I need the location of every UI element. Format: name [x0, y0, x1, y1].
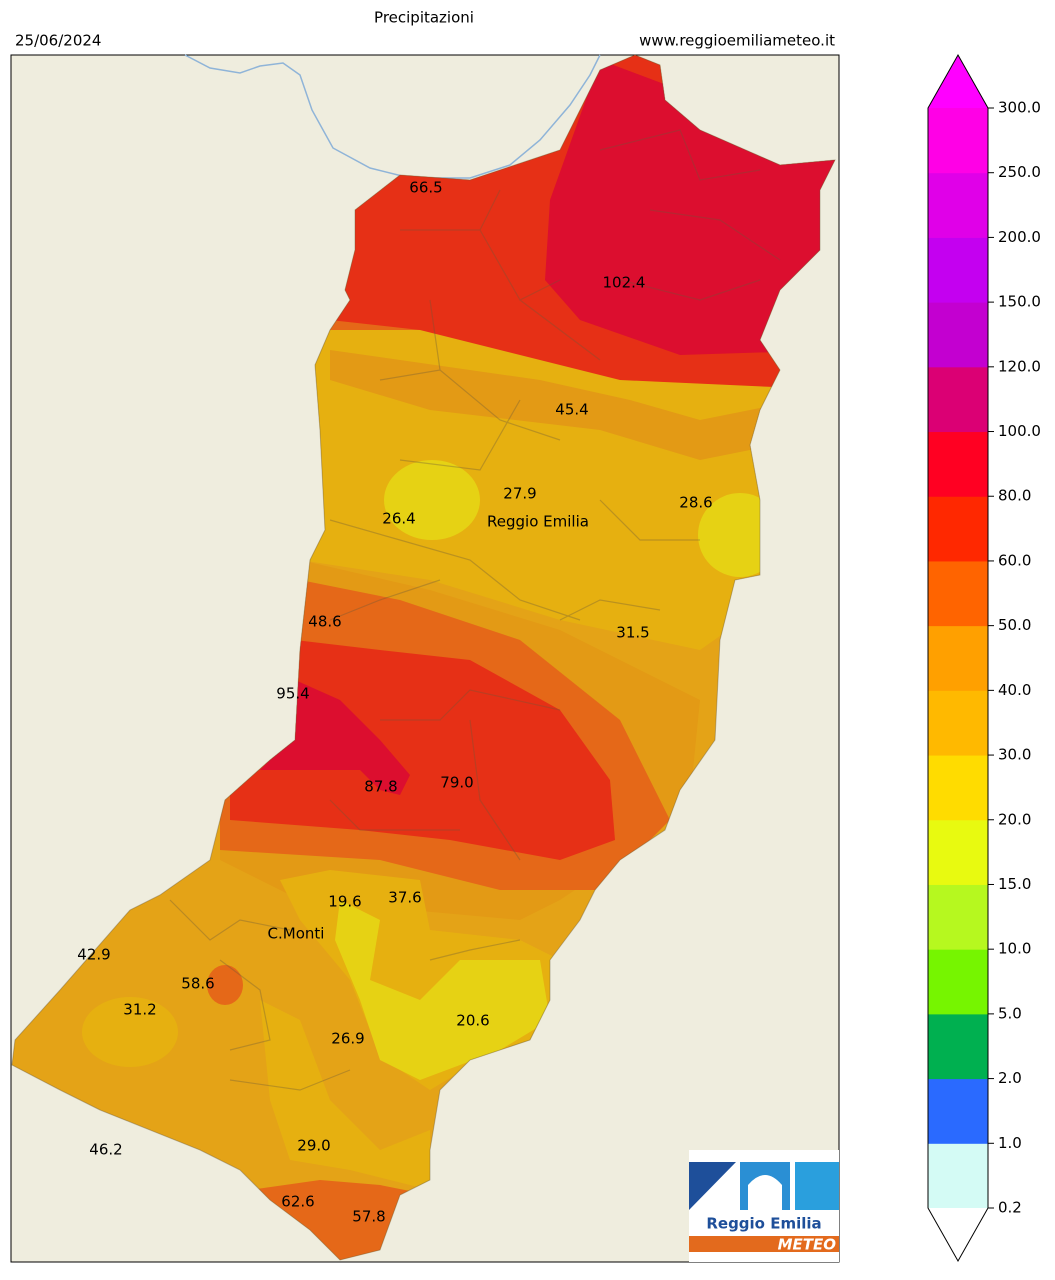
river: [184, 54, 601, 179]
colorbar-segment: [928, 560, 988, 627]
logo: Reggio Emilia METEO: [689, 1150, 839, 1262]
station-value: 27.9: [503, 485, 536, 503]
colorbar-tick-label: 1.0: [998, 1134, 1022, 1152]
station-value: 58.6: [181, 975, 214, 993]
station-value: 57.8: [352, 1208, 385, 1226]
colorbar-segment: [928, 625, 988, 691]
station-value: 62.6: [281, 1193, 314, 1211]
title: Precipitazioni: [374, 9, 474, 27]
colorbar-segment: [928, 366, 988, 433]
colorbar-tick-label: 300.0: [998, 99, 1041, 117]
colorbar-segment: [928, 884, 988, 950]
station-value: 29.0: [297, 1137, 330, 1155]
colorbar-tick-label: 20.0: [998, 810, 1031, 828]
colorbar-tick-label: 80.0: [998, 487, 1031, 505]
colorbar-segment: [928, 1013, 988, 1080]
colorbar-tick-label: 2.0: [998, 1069, 1022, 1087]
colorbar-segment: [928, 172, 988, 238]
station-value: 95.4: [276, 685, 309, 703]
colorbar-segment: [928, 302, 988, 368]
website: www.reggioemiliameteo.it: [639, 32, 835, 50]
station-value: 45.4: [555, 401, 588, 419]
station-value: 79.0: [440, 774, 473, 792]
date: 25/06/2024: [15, 32, 101, 50]
colorbar-segment: [928, 819, 988, 885]
station-value: 66.5: [409, 179, 442, 197]
colorbar-under: [928, 1208, 988, 1261]
colorbar-segment: [928, 690, 988, 756]
colorbar-tick-label: 0.2: [998, 1199, 1022, 1217]
station-value: 31.5: [616, 624, 649, 642]
colorbar-tick-label: 40.0: [998, 681, 1031, 699]
station-value: 37.6: [388, 889, 421, 907]
colorbar-segment: [928, 949, 988, 1015]
station-value: 87.8: [364, 778, 397, 796]
station-value: 48.6: [308, 613, 341, 631]
logo-sub: METEO: [778, 1236, 837, 1254]
station-value: 20.6: [456, 1012, 489, 1030]
colorbar-tick-label: 5.0: [998, 1004, 1022, 1022]
colorbar-segment: [928, 755, 988, 821]
station-value: 42.9: [77, 946, 110, 964]
station-value: 46.2: [89, 1141, 122, 1159]
colorbar-tick-label: 10.0: [998, 940, 1031, 958]
colorbar-tick-label: 50.0: [998, 616, 1031, 634]
colorbar-tick-label: 250.0: [998, 163, 1041, 181]
logo-name: Reggio Emilia: [706, 1215, 821, 1233]
colorbar-tick-label: 120.0: [998, 357, 1041, 375]
station-value: 31.2: [123, 1001, 156, 1019]
place-name: C.Monti: [268, 925, 325, 943]
colorbar-segment: [928, 431, 988, 497]
colorbar-over: [928, 55, 988, 108]
colorbar-tick-label: 60.0: [998, 551, 1031, 569]
colorbar-segment: [928, 108, 988, 174]
colorbar-segment: [928, 496, 988, 562]
colorbar-tick-label: 30.0: [998, 746, 1031, 764]
station-value: 26.4: [382, 510, 415, 528]
colorbar-tick-label: 200.0: [998, 228, 1041, 246]
colorbar-segment: [928, 1143, 988, 1209]
colorbar-segment: [928, 1078, 988, 1144]
station-value: 26.9: [331, 1030, 364, 1048]
colorbar-tick-label: 15.0: [998, 875, 1031, 893]
place-name: Reggio Emilia: [487, 513, 589, 531]
station-value: 102.4: [603, 274, 646, 292]
station-value: 28.6: [679, 494, 712, 512]
colorbar-tick-label: 150.0: [998, 293, 1041, 311]
colorbar-tick-label: 100.0: [998, 422, 1041, 440]
station-value: 19.6: [328, 893, 361, 911]
colorbar-segment: [928, 237, 988, 303]
